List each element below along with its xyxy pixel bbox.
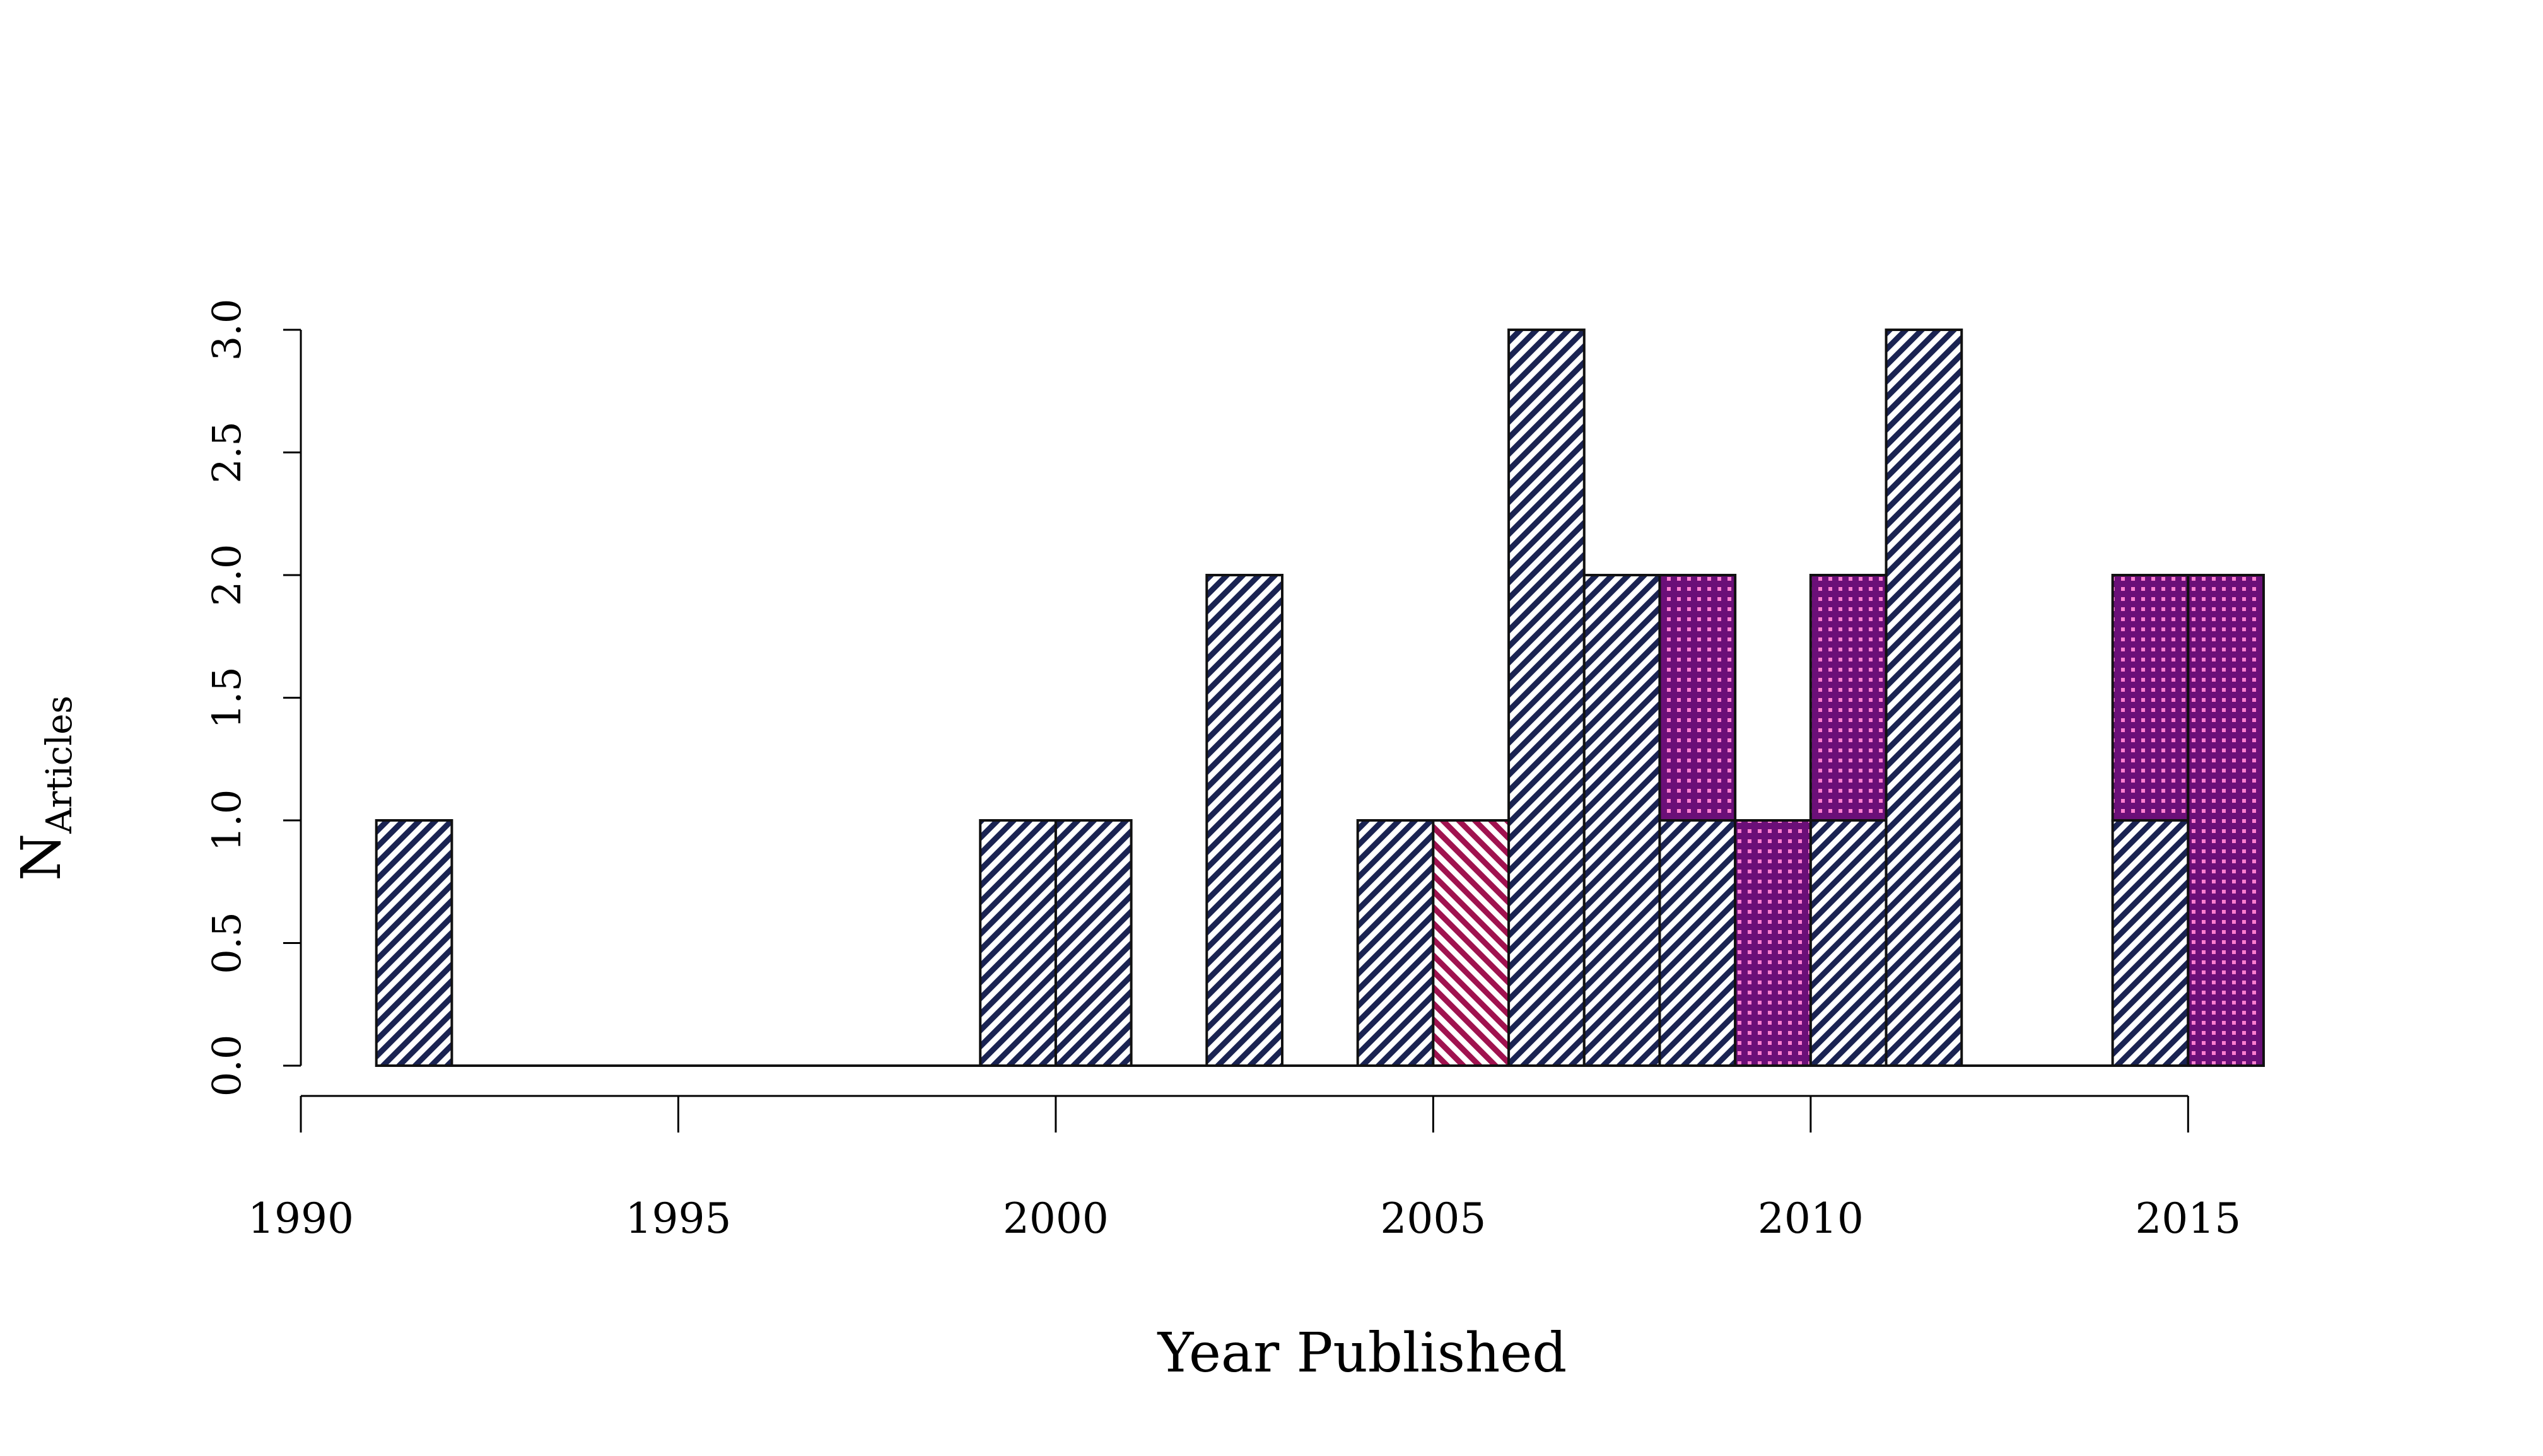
bar-2006-series-0 <box>1507 329 1586 1067</box>
bar-2005-series-1 <box>1432 819 1511 1067</box>
x-tick-label: 2005 <box>1380 1194 1486 1243</box>
y-tick-label: 1.0 <box>204 789 250 852</box>
bar-1991-series-0 <box>375 819 453 1067</box>
bar-2011-series-0 <box>1885 329 1963 1067</box>
x-tick-label: 1990 <box>248 1194 354 1243</box>
bar-2010-series-2 <box>1809 574 1888 822</box>
y-axis: 0.0 0.5 1.0 1.5 2.0 2.5 3.0 <box>204 299 302 1097</box>
y-tick-label: 0.5 <box>204 912 250 974</box>
y-tick-label: 2.0 <box>204 544 250 607</box>
y-tick-label: 2.5 <box>204 421 250 484</box>
bar-1999-series-0 <box>979 819 1057 1067</box>
x-tick-label: 2015 <box>2135 1194 2241 1243</box>
bar-2014-series-2 <box>2111 574 2190 822</box>
bar-2004-series-0 <box>1356 819 1435 1067</box>
y-tick-label: 0.0 <box>204 1035 250 1097</box>
svg-text:NArticles: NArticles <box>10 696 80 881</box>
bar-2007-series-0 <box>1582 574 1661 1067</box>
y-axis-title-subscript: Articles <box>39 696 80 834</box>
x-axis: 1990 1995 2000 2005 2010 2015 <box>248 1095 2241 1243</box>
y-tick-label: 3.0 <box>204 299 250 361</box>
bar-2014-series-0 <box>2111 819 2190 1067</box>
y-tick-label: 1.5 <box>204 667 250 729</box>
x-axis-title: Year Published <box>1157 1322 1567 1385</box>
y-axis-title: NArticles <box>10 696 80 881</box>
bar-2000-series-0 <box>1054 819 1133 1067</box>
bar-2002-series-0 <box>1205 574 1284 1067</box>
x-tick-label: 2000 <box>1003 1194 1109 1243</box>
bar-2008-series-0 <box>1658 819 1737 1067</box>
bar-2009-series-2 <box>1734 819 1812 1067</box>
x-tick-label: 1995 <box>625 1194 731 1243</box>
bar-2010-series-0 <box>1809 819 1888 1067</box>
x-tick-label: 2010 <box>1758 1194 1864 1243</box>
y-axis-title-main: N <box>10 834 73 881</box>
bar-2015-series-2 <box>2187 574 2265 1067</box>
bar-2008-series-2 <box>1658 574 1737 822</box>
bars-layer <box>375 329 2265 1067</box>
